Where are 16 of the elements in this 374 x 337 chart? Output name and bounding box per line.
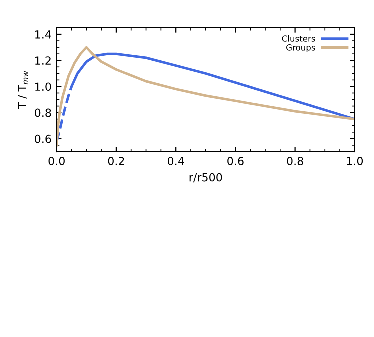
x-tick-label: 1.0	[347, 157, 364, 166]
legend-label: Clusters	[282, 35, 316, 42]
legend-label: Groups	[286, 44, 316, 52]
y-tick-label: 0.8	[35, 108, 52, 118]
y-tick-label: 1.2	[36, 56, 51, 65]
y-axis-title: T / T̄$_{mw}$	[18, 70, 28, 110]
x-tick-label: 0.4	[168, 157, 184, 166]
x-axis-title: r/r500	[190, 173, 222, 183]
line-series	[56, 46, 355, 147]
x-tick-label: 0.6	[228, 157, 244, 166]
x-tick-label: 0.2	[108, 157, 124, 166]
x-tick-label: 0.0	[48, 157, 65, 166]
y-tick-label: 0.6	[35, 134, 52, 144]
y-tick-label: 1.0	[36, 82, 52, 92]
x-tick-label: 0.8	[287, 157, 304, 166]
y-tick-label: 1.4	[36, 30, 52, 39]
